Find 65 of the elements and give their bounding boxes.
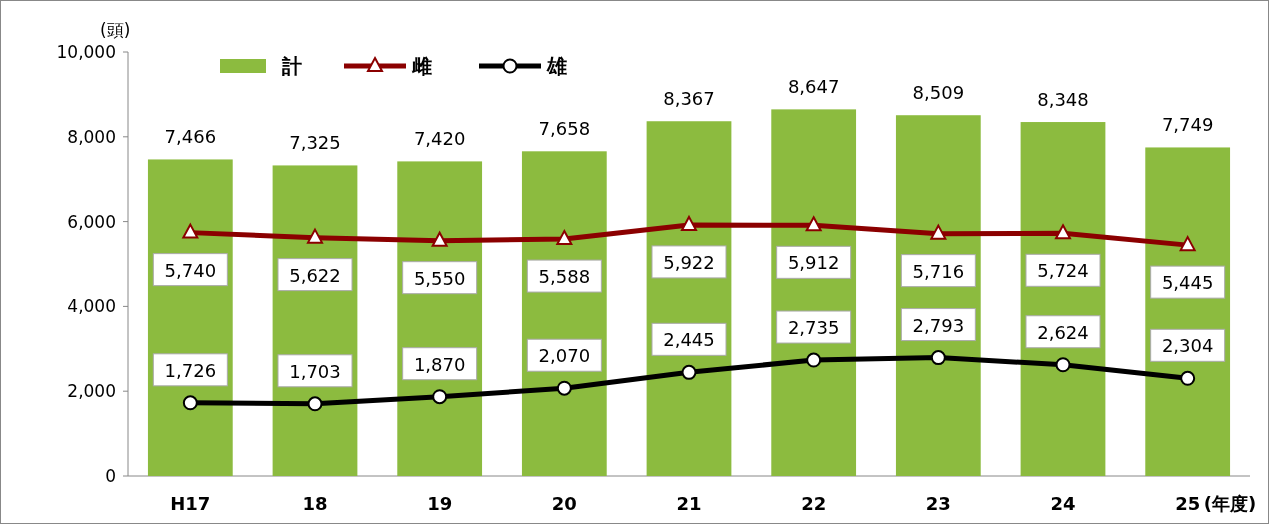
x-tick-label: 25	[1175, 493, 1201, 514]
point	[556, 230, 573, 246]
y-tick-label: 6,000	[67, 211, 116, 232]
point	[182, 395, 198, 411]
data-label: 1,870	[413, 353, 466, 375]
x-tick-label: H17	[170, 493, 211, 514]
point	[307, 396, 323, 412]
x-tick-label: 20	[551, 493, 577, 514]
point	[432, 389, 448, 405]
data-label: 2,304	[1161, 335, 1214, 357]
y-tick-label: 2,000	[67, 381, 116, 402]
data-label: 1,703	[289, 360, 341, 382]
data-label: 5,740	[164, 259, 217, 281]
data-label: 5,622	[289, 264, 341, 286]
data-label: 1,726	[164, 359, 217, 381]
x-tick-label: 18	[302, 493, 328, 514]
data-label: 8,348	[1037, 89, 1089, 111]
y-tick-label: 8,000	[67, 126, 116, 147]
legend-label: 雌	[411, 54, 432, 78]
data-label: 5,922	[663, 251, 715, 273]
x-axis-title: (年度)	[1203, 493, 1257, 514]
point	[805, 216, 822, 232]
data-label: 5,912	[787, 252, 840, 274]
data-label: 2,070	[538, 345, 591, 367]
point	[1179, 236, 1196, 252]
y-axis-title: (頭)	[100, 20, 131, 40]
point	[182, 223, 199, 239]
legend-label: 計	[281, 54, 302, 78]
x-tick-label: 23	[925, 493, 951, 514]
point	[1055, 357, 1071, 373]
point	[431, 231, 448, 247]
data-label: 7,658	[538, 118, 591, 140]
y-tick-label: 10,000	[56, 42, 116, 62]
data-label: 7,420	[413, 128, 466, 150]
data-label: 2,624	[1037, 321, 1089, 343]
legend-label: 雄	[546, 54, 567, 78]
point	[930, 350, 946, 366]
data-label: 2,445	[663, 329, 715, 351]
x-tick-label: 24	[1050, 493, 1076, 514]
y-tick-label: 0	[105, 466, 116, 486]
data-label: 5,445	[1161, 272, 1214, 294]
data-label: 8,509	[912, 82, 965, 104]
data-label: 7,749	[1161, 114, 1214, 136]
data-label: 2,793	[912, 314, 965, 336]
point	[806, 352, 822, 368]
data-label: 5,724	[1037, 260, 1089, 282]
x-tick-label: 21	[676, 493, 702, 514]
x-tick-label: 22	[801, 493, 827, 514]
data-label: 7,325	[289, 132, 341, 154]
data-label: 5,550	[413, 267, 466, 289]
point	[681, 364, 697, 380]
point	[1180, 370, 1196, 386]
y-tick-label: 4,000	[67, 296, 116, 317]
x-tick-label: 19	[427, 493, 453, 514]
data-label: 2,735	[787, 317, 840, 339]
data-label: 7,466	[164, 126, 217, 148]
point	[681, 215, 697, 231]
point	[1055, 224, 1071, 240]
point	[556, 380, 572, 396]
data-label: 8,647	[787, 76, 840, 98]
data-label: 8,367	[663, 88, 715, 110]
point	[307, 228, 323, 244]
point	[930, 224, 947, 240]
data-label: 5,588	[538, 266, 591, 288]
data-label: 5,716	[912, 260, 965, 282]
